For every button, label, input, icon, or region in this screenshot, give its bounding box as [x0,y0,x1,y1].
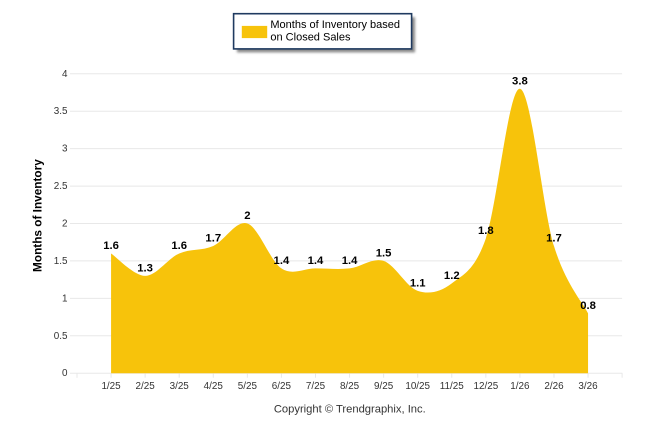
svg-text:1.6: 1.6 [103,240,119,252]
svg-text:7/25: 7/25 [306,381,326,392]
svg-text:Copyright © Trendgraphix, Inc.: Copyright © Trendgraphix, Inc. [274,404,426,416]
svg-text:9/25: 9/25 [374,381,394,392]
svg-text:1.1: 1.1 [410,277,426,289]
svg-text:0: 0 [62,368,68,379]
svg-text:1.7: 1.7 [205,232,221,244]
svg-text:1.7: 1.7 [546,232,562,244]
svg-text:2/26: 2/26 [544,381,564,392]
svg-text:5/25: 5/25 [238,381,258,392]
svg-text:2: 2 [62,219,68,230]
svg-text:12/25: 12/25 [473,381,498,392]
svg-text:1.3: 1.3 [137,262,153,274]
svg-text:1.4: 1.4 [308,255,324,267]
svg-text:1.2: 1.2 [444,270,460,282]
svg-text:1.8: 1.8 [478,225,494,237]
svg-text:Months of Inventory: Months of Inventory [31,159,45,272]
svg-text:11/25: 11/25 [440,381,464,392]
svg-text:0.8: 0.8 [580,300,596,312]
svg-text:3.8: 3.8 [512,75,528,87]
svg-text:6/25: 6/25 [272,381,292,392]
svg-text:1.5: 1.5 [54,256,68,267]
svg-text:3: 3 [62,144,68,155]
svg-text:1.6: 1.6 [171,240,187,252]
svg-text:2: 2 [244,210,250,222]
svg-text:1: 1 [62,293,68,304]
svg-text:2/25: 2/25 [136,381,156,392]
svg-text:1.5: 1.5 [376,247,392,259]
svg-text:2.5: 2.5 [54,181,68,192]
svg-text:1.4: 1.4 [342,255,358,267]
svg-text:4/25: 4/25 [204,381,224,392]
svg-text:0.5: 0.5 [54,331,68,342]
svg-text:10/25: 10/25 [405,381,430,392]
svg-text:1/26: 1/26 [510,381,530,392]
svg-text:3/26: 3/26 [578,381,598,392]
svg-text:3/25: 3/25 [170,381,190,392]
svg-text:8/25: 8/25 [340,381,360,392]
svg-text:Months of Inventory based: Months of Inventory based [270,19,400,31]
svg-text:1.4: 1.4 [274,255,290,267]
svg-text:4: 4 [62,69,68,80]
svg-text:3.5: 3.5 [54,106,68,117]
svg-text:1/25: 1/25 [101,381,121,392]
svg-text:on Closed Sales: on Closed Sales [270,32,351,44]
